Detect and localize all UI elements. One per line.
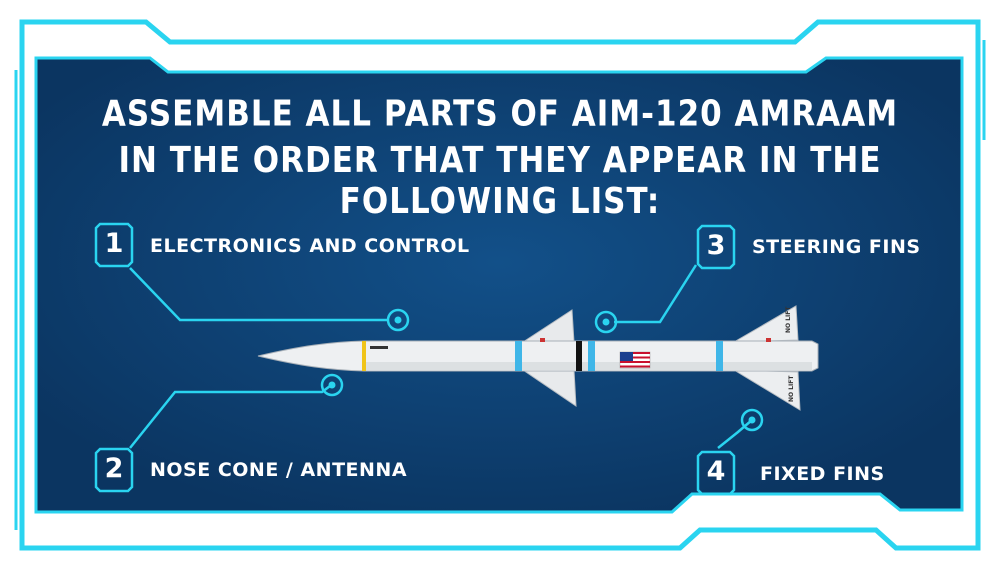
step-number-4: 4 <box>706 456 726 487</box>
page-title-line-1: ASSEMBLE ALL PARTS OF AIM-120 AMRAAM <box>101 93 899 135</box>
missile-marking <box>766 338 771 342</box>
missile-marking <box>370 346 388 349</box>
step-number-3: 3 <box>706 230 726 261</box>
fin-marking-text: NO LIFT <box>788 375 795 402</box>
step-label-2: NOSE CONE / ANTENNA <box>150 459 408 481</box>
step-number-2: 2 <box>104 453 124 484</box>
step-label-3: STEERING FINS <box>752 236 921 258</box>
step-badge-4: 4 <box>696 450 736 496</box>
us-flag-decal <box>619 351 651 369</box>
missile-band <box>716 341 723 371</box>
callout-target-3 <box>594 310 618 334</box>
callout-line-4 <box>717 419 753 449</box>
callout-target-1 <box>386 308 410 332</box>
step-badge-1: 1 <box>94 222 134 268</box>
missile-band <box>515 341 522 371</box>
missile-illustration <box>257 305 819 411</box>
frame-outer-border <box>19 19 981 551</box>
fin-marking-text: NO LIFT <box>785 306 792 333</box>
dark-panel <box>34 56 964 514</box>
step-label-1: ELECTRONICS AND CONTROL <box>150 235 470 257</box>
missile-marking <box>540 338 545 342</box>
page-title-line-2: IN THE ORDER THAT THEY APPEAR IN THE FOL… <box>118 139 882 223</box>
step-number-1: 1 <box>104 228 124 259</box>
step-label-4: FIXED FINS <box>760 463 885 485</box>
callout-target-2 <box>320 373 344 397</box>
nose-seam-band <box>362 341 366 371</box>
missile-band <box>588 341 595 371</box>
step-badge-3: 3 <box>696 224 736 270</box>
callout-line-2 <box>129 385 331 449</box>
callout-line-1 <box>129 267 388 322</box>
callout-line-3 <box>614 264 698 324</box>
section-joint <box>576 341 582 371</box>
callout-target-4 <box>740 408 764 432</box>
step-badge-2: 2 <box>94 447 134 493</box>
